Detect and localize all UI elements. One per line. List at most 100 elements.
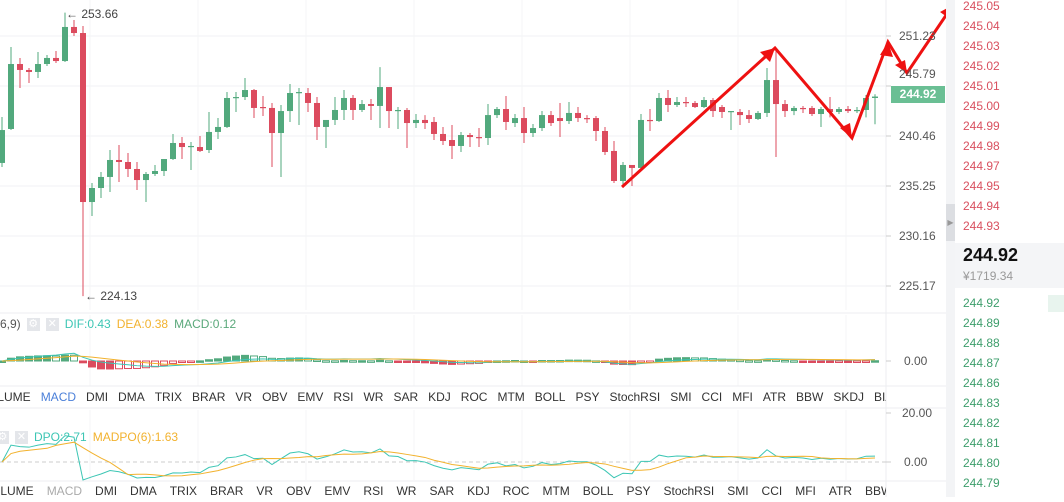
candle	[215, 118, 221, 139]
close-icon[interactable]: ✕	[45, 317, 59, 331]
tab-kdj[interactable]: KDJ	[467, 484, 490, 498]
tab-cci[interactable]: CCI	[761, 484, 783, 498]
tab-mfi[interactable]: MFI	[732, 390, 753, 404]
candle	[341, 90, 347, 120]
macd-histogram-bar	[367, 360, 375, 363]
tab-rsi[interactable]: RSI	[363, 484, 384, 498]
bid-price[interactable]: 244.86	[963, 376, 1000, 390]
tab-obv[interactable]: OBV	[262, 390, 288, 404]
tab-roc[interactable]: ROC	[502, 484, 530, 498]
candle-body	[602, 130, 608, 153]
tab-stochrsi[interactable]: StochRSI	[663, 484, 715, 498]
ask-price[interactable]: 244.93	[963, 219, 1000, 233]
candle-body	[503, 109, 509, 122]
tab-dmi[interactable]: DMI	[86, 390, 109, 404]
tab-boll[interactable]: BOLL	[582, 484, 614, 498]
gear-icon[interactable]: ⚙	[0, 430, 9, 444]
ask-price[interactable]: 244.95	[963, 179, 1000, 193]
tab-atr[interactable]: ATR	[762, 390, 786, 404]
tab-dma[interactable]: DMA	[130, 484, 157, 498]
tab-trix[interactable]: TRIX	[169, 484, 198, 498]
candle	[719, 104, 725, 119]
tab-bbw[interactable]: BBW	[865, 484, 886, 498]
tab-smi[interactable]: SMI	[670, 390, 692, 404]
bid-price[interactable]: 244.92	[963, 296, 1000, 310]
ask-price[interactable]: 244.94	[963, 199, 1000, 213]
bid-price[interactable]: 244.79	[963, 476, 1000, 490]
kline-chart[interactable]	[0, 0, 946, 497]
candle-body	[404, 109, 410, 124]
tab-atr[interactable]: ATR	[828, 484, 852, 498]
candle	[683, 97, 689, 108]
tab-obv[interactable]: OBV	[286, 484, 312, 498]
tab-stochrsi[interactable]: StochRSI	[609, 390, 661, 404]
tab-brar[interactable]: BRAR	[210, 484, 244, 498]
candle	[530, 123, 536, 138]
macd-plot	[0, 352, 879, 370]
gear-icon[interactable]: ⚙	[26, 317, 40, 331]
tab-wr[interactable]: WR	[363, 390, 384, 404]
tab-macd[interactable]: MACD	[46, 484, 83, 498]
tab-dma[interactable]: DMA	[118, 390, 145, 404]
bid-price[interactable]: 244.88	[963, 336, 1000, 350]
candle-body	[548, 115, 554, 124]
tab-psy[interactable]: PSY	[626, 484, 651, 498]
tab-dmi[interactable]: DMI	[95, 484, 118, 498]
bid-price[interactable]: 244.82	[963, 416, 1000, 430]
candle	[791, 105, 797, 116]
tab-vr[interactable]: VR	[235, 390, 253, 404]
tab-roc[interactable]: ROC	[460, 390, 488, 404]
tab-macd[interactable]: MACD	[40, 390, 77, 404]
ask-price[interactable]: 245.03	[963, 39, 1000, 53]
tab-kdj[interactable]: KDJ	[428, 390, 451, 404]
ask-price[interactable]: 244.97	[963, 159, 1000, 173]
bid-price[interactable]: 244.80	[963, 456, 1000, 470]
tab-emv[interactable]: EMV	[297, 390, 324, 404]
collapse-panel-handle[interactable]: ▶	[946, 204, 955, 241]
ask-price[interactable]: 244.99	[963, 119, 1000, 133]
tab-cci[interactable]: CCI	[701, 390, 723, 404]
price-tick: 225.17	[899, 279, 936, 293]
candle-body	[791, 107, 797, 112]
candle-body	[584, 118, 590, 120]
ask-price[interactable]: 245.02	[963, 59, 1000, 73]
macd-histogram-bar	[52, 355, 60, 362]
ask-price[interactable]: 245.00	[963, 99, 1000, 113]
ask-price[interactable]: 245.01	[963, 79, 1000, 93]
tab-trix[interactable]: TRIX	[154, 390, 183, 404]
tab-bias[interactable]: BIAS	[874, 390, 886, 404]
tab-mtm[interactable]: MTM	[497, 390, 525, 404]
tab-emv[interactable]: EMV	[324, 484, 351, 498]
candle	[512, 114, 518, 127]
tab-wr[interactable]: WR	[396, 484, 417, 498]
tab-rsi[interactable]: RSI	[333, 390, 354, 404]
tab-sar[interactable]: SAR	[393, 390, 419, 404]
tab-volume[interactable]: VOLUME	[0, 484, 34, 498]
arrow-head-icon	[840, 123, 852, 138]
close-icon[interactable]: ✕	[15, 430, 28, 444]
ask-price[interactable]: 245.05	[963, 0, 1000, 13]
macd-histogram-bar	[790, 360, 798, 363]
tab-sar[interactable]: SAR	[429, 484, 455, 498]
ask-price[interactable]: 245.04	[963, 19, 1000, 33]
tab-skdj[interactable]: SKDJ	[833, 390, 865, 404]
candle	[152, 164, 158, 177]
macd-histogram-bar	[853, 360, 861, 363]
tab-vr[interactable]: VR	[256, 484, 274, 498]
tab-mtm[interactable]: MTM	[542, 484, 570, 498]
tab-smi[interactable]: SMI	[727, 484, 749, 498]
ask-price[interactable]: 244.98	[963, 139, 1000, 153]
tab-bbw[interactable]: BBW	[796, 390, 824, 404]
tab-mfi[interactable]: MFI	[795, 484, 816, 498]
bid-price[interactable]: 244.87	[963, 356, 1000, 370]
trend-annotation-arrows[interactable]	[620, 5, 946, 189]
tab-boll[interactable]: BOLL	[534, 390, 566, 404]
dpo-axis-top: 20.00	[902, 406, 933, 420]
tab-volume[interactable]: VOLUME	[0, 390, 31, 404]
bid-price[interactable]: 244.89	[963, 316, 1000, 330]
tab-psy[interactable]: PSY	[575, 390, 600, 404]
bid-price[interactable]: 244.83	[963, 396, 1000, 410]
tab-brar[interactable]: BRAR	[192, 390, 226, 404]
bid-price[interactable]: 244.81	[963, 436, 1000, 450]
candle	[89, 183, 95, 217]
